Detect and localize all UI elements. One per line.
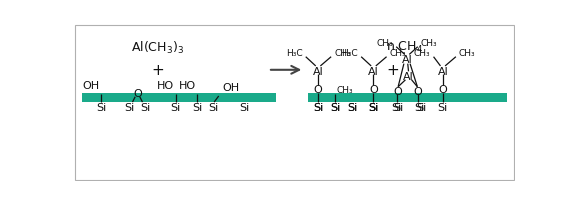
Text: Si: Si (369, 102, 379, 112)
Text: n CH$_4$: n CH$_4$ (386, 40, 423, 55)
Text: CH₃: CH₃ (459, 49, 476, 58)
Text: Si: Si (330, 102, 340, 112)
Text: H₃C: H₃C (342, 49, 358, 58)
Text: Al: Al (403, 72, 414, 82)
Text: Si: Si (369, 102, 379, 112)
Text: +: + (152, 63, 164, 78)
Text: Si: Si (124, 102, 134, 112)
Text: CH₃: CH₃ (334, 49, 351, 58)
Text: OH: OH (223, 83, 240, 93)
Text: Si: Si (369, 102, 379, 112)
Text: Si: Si (208, 102, 219, 112)
Text: Si: Si (313, 102, 323, 112)
Text: Si: Si (437, 102, 448, 112)
Text: Al: Al (368, 66, 379, 76)
Text: OH: OH (82, 80, 99, 90)
Text: H₃C: H₃C (286, 49, 302, 58)
Text: HO: HO (157, 80, 174, 90)
Text: +: + (386, 63, 399, 78)
Text: O: O (393, 86, 402, 96)
Text: Si: Si (347, 102, 357, 112)
Text: Si: Si (192, 102, 202, 112)
Text: CH₃: CH₃ (414, 49, 430, 58)
Text: Al(CH$_3$)$_3$: Al(CH$_3$)$_3$ (131, 39, 184, 55)
Text: Si: Si (170, 102, 181, 112)
Text: CH₃: CH₃ (421, 39, 437, 48)
Bar (83, 93, 277, 103)
Text: Si: Si (348, 102, 358, 112)
Text: O: O (313, 85, 323, 95)
Text: Si: Si (141, 102, 151, 112)
Text: O: O (133, 89, 142, 98)
Text: Si: Si (330, 102, 340, 112)
Text: Al: Al (402, 55, 412, 65)
Text: Al: Al (437, 66, 448, 76)
Text: CH₃: CH₃ (336, 86, 353, 95)
Text: CH₃: CH₃ (377, 39, 393, 48)
Text: Si: Si (391, 102, 402, 112)
Text: Si: Si (416, 102, 426, 112)
Text: O: O (439, 85, 447, 95)
Text: HO: HO (179, 80, 196, 90)
Text: O: O (369, 85, 378, 95)
Text: Si: Si (414, 102, 424, 112)
Text: Si: Si (393, 102, 404, 112)
Text: O: O (414, 86, 422, 96)
Text: Si: Si (239, 102, 249, 112)
Bar (308, 93, 507, 103)
Text: Al: Al (313, 66, 323, 76)
Text: CH₃: CH₃ (390, 49, 406, 58)
Text: Si: Si (313, 102, 323, 112)
Text: Si: Si (96, 102, 106, 112)
